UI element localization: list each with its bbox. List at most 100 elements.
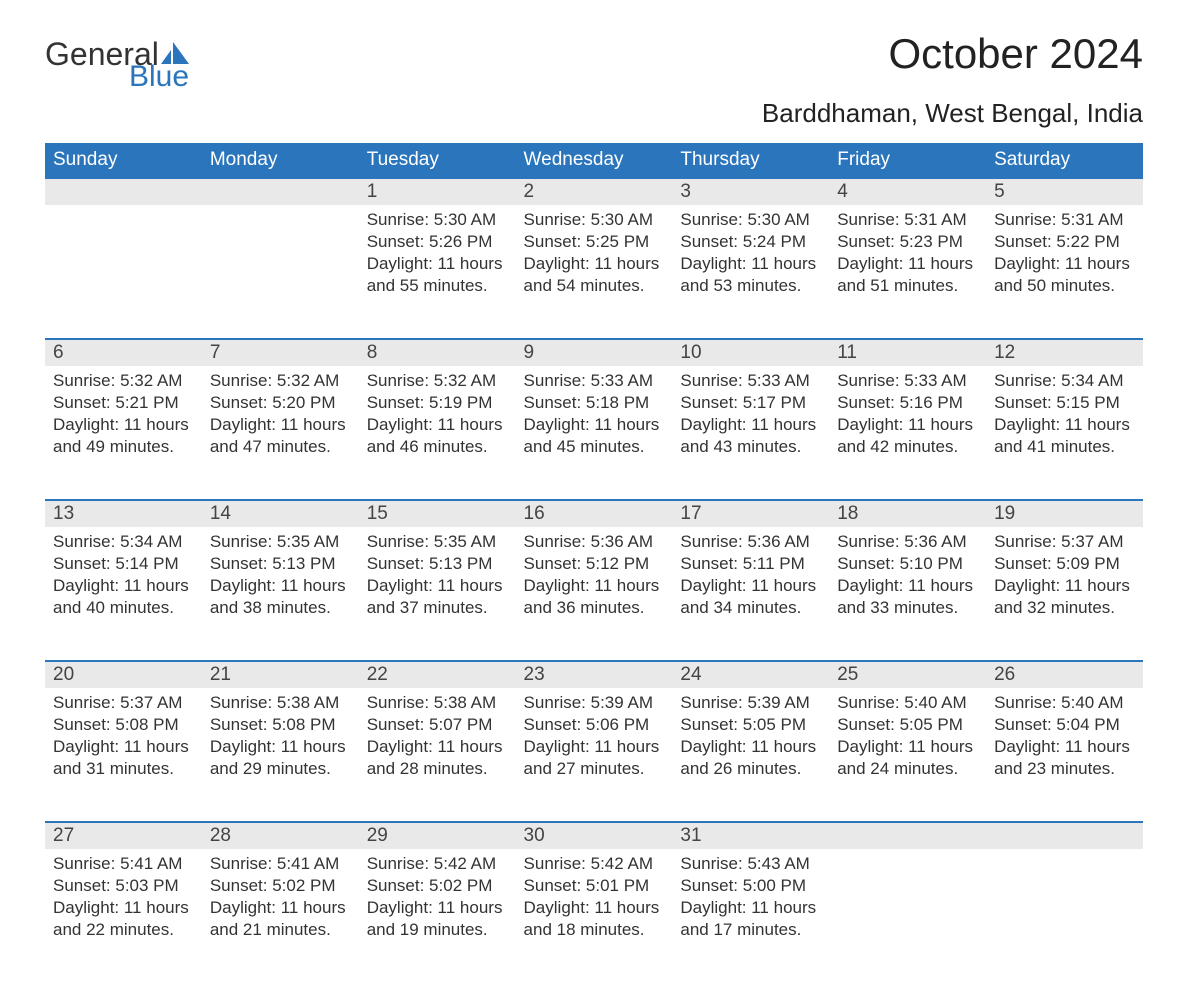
sunrise-line: Sunrise: 5:38 AM — [367, 692, 508, 714]
header-row: General Blue October 2024 — [45, 30, 1143, 92]
sunrise-line: Sunrise: 5:39 AM — [680, 692, 821, 714]
sunset-line: Sunset: 5:09 PM — [994, 553, 1135, 575]
day-content-cell: Sunrise: 5:35 AMSunset: 5:13 PMDaylight:… — [359, 527, 516, 661]
day-number-cell: 27 — [45, 822, 202, 849]
daylight-line2: and 53 minutes. — [680, 275, 821, 297]
daylight-line2: and 37 minutes. — [367, 597, 508, 619]
sunset-line: Sunset: 5:26 PM — [367, 231, 508, 253]
sunrise-line: Sunrise: 5:31 AM — [837, 209, 978, 231]
day-content-cell: Sunrise: 5:40 AMSunset: 5:05 PMDaylight:… — [829, 688, 986, 822]
sunrise-line: Sunrise: 5:33 AM — [680, 370, 821, 392]
sunset-line: Sunset: 5:12 PM — [524, 553, 665, 575]
logo-word-blue: Blue — [129, 62, 189, 92]
day-content-cell: Sunrise: 5:31 AMSunset: 5:22 PMDaylight:… — [986, 205, 1143, 339]
sunrise-line: Sunrise: 5:36 AM — [837, 531, 978, 553]
empty-content-cell — [829, 849, 986, 983]
daylight-line1: Daylight: 11 hours — [994, 414, 1135, 436]
day-content-cell: Sunrise: 5:33 AMSunset: 5:17 PMDaylight:… — [672, 366, 829, 500]
day-number-cell: 30 — [516, 822, 673, 849]
sunset-line: Sunset: 5:00 PM — [680, 875, 821, 897]
sunset-line: Sunset: 5:01 PM — [524, 875, 665, 897]
daylight-line2: and 23 minutes. — [994, 758, 1135, 780]
daylight-line1: Daylight: 11 hours — [53, 414, 194, 436]
sunset-line: Sunset: 5:08 PM — [53, 714, 194, 736]
daylight-line2: and 50 minutes. — [994, 275, 1135, 297]
sunset-line: Sunset: 5:03 PM — [53, 875, 194, 897]
daylight-line2: and 47 minutes. — [210, 436, 351, 458]
sunrise-line: Sunrise: 5:42 AM — [367, 853, 508, 875]
daylight-line2: and 42 minutes. — [837, 436, 978, 458]
sunset-line: Sunset: 5:23 PM — [837, 231, 978, 253]
sunrise-line: Sunrise: 5:31 AM — [994, 209, 1135, 231]
day-content-cell: Sunrise: 5:36 AMSunset: 5:11 PMDaylight:… — [672, 527, 829, 661]
sunset-line: Sunset: 5:18 PM — [524, 392, 665, 414]
empty-daynum-cell — [202, 178, 359, 205]
sunrise-line: Sunrise: 5:41 AM — [210, 853, 351, 875]
day-number-cell: 26 — [986, 661, 1143, 688]
day-number-cell: 7 — [202, 339, 359, 366]
day-content-cell: Sunrise: 5:30 AMSunset: 5:26 PMDaylight:… — [359, 205, 516, 339]
week-content-row: Sunrise: 5:30 AMSunset: 5:26 PMDaylight:… — [45, 205, 1143, 339]
daylight-line2: and 36 minutes. — [524, 597, 665, 619]
week-content-row: Sunrise: 5:41 AMSunset: 5:03 PMDaylight:… — [45, 849, 1143, 983]
daylight-line2: and 28 minutes. — [367, 758, 508, 780]
daylight-line1: Daylight: 11 hours — [210, 575, 351, 597]
day-content-cell: Sunrise: 5:39 AMSunset: 5:06 PMDaylight:… — [516, 688, 673, 822]
day-content-cell: Sunrise: 5:39 AMSunset: 5:05 PMDaylight:… — [672, 688, 829, 822]
daylight-line2: and 49 minutes. — [53, 436, 194, 458]
daylight-line1: Daylight: 11 hours — [680, 414, 821, 436]
sunrise-line: Sunrise: 5:40 AM — [837, 692, 978, 714]
daylight-line2: and 19 minutes. — [367, 919, 508, 941]
sunrise-line: Sunrise: 5:39 AM — [524, 692, 665, 714]
day-number-cell: 3 — [672, 178, 829, 205]
day-header: Tuesday — [359, 143, 516, 178]
week-content-row: Sunrise: 5:37 AMSunset: 5:08 PMDaylight:… — [45, 688, 1143, 822]
day-number-cell: 4 — [829, 178, 986, 205]
daylight-line2: and 51 minutes. — [837, 275, 978, 297]
daylight-line1: Daylight: 11 hours — [367, 575, 508, 597]
day-content-cell: Sunrise: 5:40 AMSunset: 5:04 PMDaylight:… — [986, 688, 1143, 822]
daylight-line2: and 43 minutes. — [680, 436, 821, 458]
sunrise-line: Sunrise: 5:35 AM — [367, 531, 508, 553]
calendar-header-row: SundayMondayTuesdayWednesdayThursdayFrid… — [45, 143, 1143, 178]
day-content-cell: Sunrise: 5:30 AMSunset: 5:24 PMDaylight:… — [672, 205, 829, 339]
day-number-cell: 6 — [45, 339, 202, 366]
day-content-cell: Sunrise: 5:42 AMSunset: 5:02 PMDaylight:… — [359, 849, 516, 983]
sunrise-line: Sunrise: 5:33 AM — [524, 370, 665, 392]
sunset-line: Sunset: 5:15 PM — [994, 392, 1135, 414]
sunset-line: Sunset: 5:13 PM — [367, 553, 508, 575]
sunrise-line: Sunrise: 5:37 AM — [53, 692, 194, 714]
daylight-line1: Daylight: 11 hours — [524, 575, 665, 597]
daylight-line1: Daylight: 11 hours — [53, 736, 194, 758]
day-content-cell: Sunrise: 5:32 AMSunset: 5:19 PMDaylight:… — [359, 366, 516, 500]
daylight-line2: and 22 minutes. — [53, 919, 194, 941]
week-daynum-row: 6789101112 — [45, 339, 1143, 366]
day-number-cell: 23 — [516, 661, 673, 688]
daylight-line1: Daylight: 11 hours — [837, 414, 978, 436]
day-content-cell: Sunrise: 5:38 AMSunset: 5:08 PMDaylight:… — [202, 688, 359, 822]
sunset-line: Sunset: 5:24 PM — [680, 231, 821, 253]
day-content-cell: Sunrise: 5:33 AMSunset: 5:16 PMDaylight:… — [829, 366, 986, 500]
day-number-cell: 31 — [672, 822, 829, 849]
sunset-line: Sunset: 5:11 PM — [680, 553, 821, 575]
sunset-line: Sunset: 5:25 PM — [524, 231, 665, 253]
day-content-cell: Sunrise: 5:41 AMSunset: 5:03 PMDaylight:… — [45, 849, 202, 983]
day-content-cell: Sunrise: 5:31 AMSunset: 5:23 PMDaylight:… — [829, 205, 986, 339]
day-content-cell: Sunrise: 5:33 AMSunset: 5:18 PMDaylight:… — [516, 366, 673, 500]
day-number-cell: 20 — [45, 661, 202, 688]
day-content-cell: Sunrise: 5:37 AMSunset: 5:09 PMDaylight:… — [986, 527, 1143, 661]
sunset-line: Sunset: 5:05 PM — [680, 714, 821, 736]
daylight-line2: and 18 minutes. — [524, 919, 665, 941]
sunrise-line: Sunrise: 5:37 AM — [994, 531, 1135, 553]
sunset-line: Sunset: 5:19 PM — [367, 392, 508, 414]
sunrise-line: Sunrise: 5:35 AM — [210, 531, 351, 553]
day-number-cell: 12 — [986, 339, 1143, 366]
daylight-line2: and 34 minutes. — [680, 597, 821, 619]
day-header: Monday — [202, 143, 359, 178]
daylight-line2: and 26 minutes. — [680, 758, 821, 780]
day-number-cell: 21 — [202, 661, 359, 688]
sunset-line: Sunset: 5:17 PM — [680, 392, 821, 414]
daylight-line1: Daylight: 11 hours — [367, 253, 508, 275]
sunset-line: Sunset: 5:20 PM — [210, 392, 351, 414]
day-number-cell: 2 — [516, 178, 673, 205]
